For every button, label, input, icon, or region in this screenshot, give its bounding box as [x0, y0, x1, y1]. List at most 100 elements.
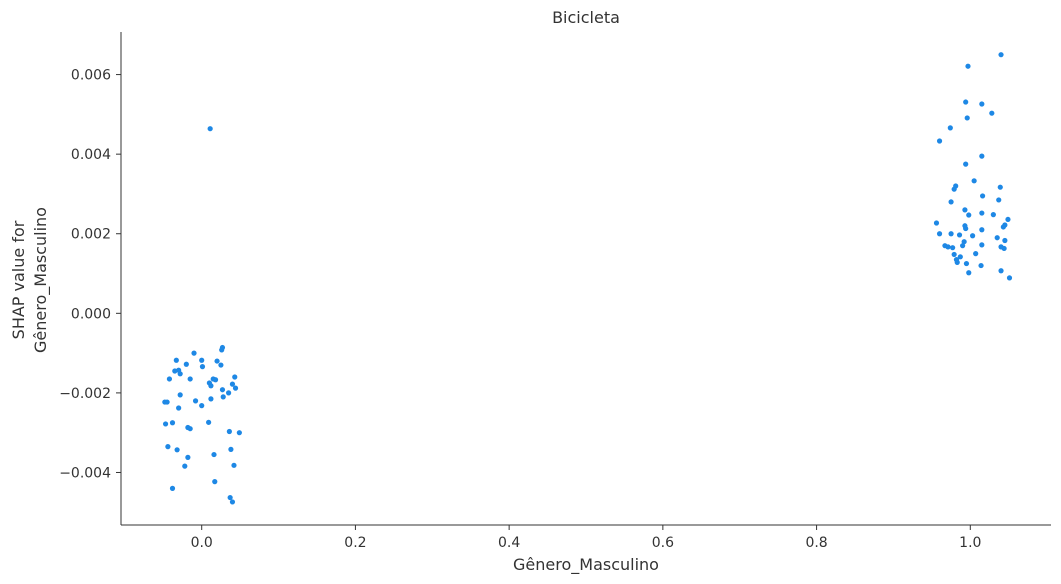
- scatter-point: [965, 115, 970, 120]
- scatter-point: [233, 386, 238, 391]
- scatter-point: [955, 260, 960, 265]
- scatter-point: [237, 430, 242, 435]
- y-tick-label: 0.004: [71, 147, 111, 163]
- scatter-point: [979, 242, 984, 247]
- y-axis-label-line-2: Gênero_Masculino: [31, 207, 51, 353]
- scatter-point: [989, 111, 994, 116]
- scatter-point: [185, 455, 190, 460]
- scatter-point: [208, 126, 213, 131]
- scatter-point: [1002, 246, 1007, 251]
- scatter-point: [952, 252, 957, 257]
- scatter-point: [957, 232, 962, 237]
- scatter-point: [991, 212, 996, 217]
- scatter-point: [175, 447, 180, 452]
- scatter-point: [178, 371, 183, 376]
- scatter-point: [193, 398, 198, 403]
- scatter-point: [167, 376, 172, 381]
- scatter-point: [972, 178, 977, 183]
- scatter-point: [966, 212, 971, 217]
- x-axis-ticks: 0.0 0.2 0.4 0.6 0.8 1.0: [191, 525, 982, 551]
- scatter-point: [213, 377, 218, 382]
- scatter-point: [228, 447, 233, 452]
- y-axis-label-line-1: SHAP value for: [9, 220, 28, 339]
- scatter-point: [1001, 224, 1006, 229]
- x-tick-label: 0.6: [652, 535, 674, 551]
- scatter-point: [165, 444, 170, 449]
- y-tick-label: 0.000: [71, 306, 111, 322]
- scatter-point: [200, 364, 205, 369]
- x-axis-label: Gênero_Masculino: [513, 555, 659, 575]
- scatter-point: [970, 233, 975, 238]
- scatter-point: [998, 268, 1003, 273]
- scatter-point: [1002, 238, 1007, 243]
- scatter-point: [979, 101, 984, 106]
- scatter-point: [227, 429, 232, 434]
- scatter-point: [170, 486, 175, 491]
- scatter-point: [182, 464, 187, 469]
- y-tick-label: −0.004: [59, 465, 111, 481]
- scatter-point: [998, 52, 1003, 57]
- scatter-point: [219, 347, 224, 352]
- scatter-point: [934, 220, 939, 225]
- scatter-point: [950, 245, 955, 250]
- scatter-point: [221, 394, 226, 399]
- scatter-point: [220, 387, 225, 392]
- scatter-point: [188, 376, 193, 381]
- scatter-point: [995, 235, 1000, 240]
- chart-title: Bicicleta: [552, 8, 620, 27]
- scatter-point: [165, 399, 170, 404]
- scatter-point: [979, 210, 984, 215]
- scatter-point: [948, 125, 953, 130]
- y-tick-label: 0.006: [71, 68, 111, 84]
- scatter-point: [1005, 217, 1010, 222]
- scatter-point: [218, 362, 223, 367]
- scatter-point: [178, 392, 183, 397]
- scatter-point: [998, 185, 1003, 190]
- y-tick-label: 0.002: [71, 227, 111, 243]
- scatter-point: [960, 243, 965, 248]
- scatter-point: [199, 403, 204, 408]
- scatter-point: [228, 495, 233, 500]
- x-tick-label: 0.0: [191, 535, 213, 551]
- scatter-point: [937, 138, 942, 143]
- scatter-point: [211, 452, 216, 457]
- scatter-point: [952, 187, 957, 192]
- scatter-point: [963, 162, 968, 167]
- scatter-point: [199, 358, 204, 363]
- scatter-point: [979, 227, 984, 232]
- y-tick-label: −0.002: [59, 386, 111, 402]
- y-axis-label: SHAP value for Gênero_Masculino: [9, 207, 51, 353]
- scatter-point: [948, 231, 953, 236]
- scatter-point: [172, 368, 177, 373]
- scatter-point: [1007, 275, 1012, 280]
- y-axis-ticks: −0.004 −0.002 0.000 0.002 0.004 0.006: [59, 68, 121, 482]
- x-tick-label: 0.2: [344, 535, 366, 551]
- scatter-point: [945, 244, 950, 249]
- scatter-point: [208, 383, 213, 388]
- scatter-point: [230, 499, 235, 504]
- scatter-point: [191, 351, 196, 356]
- scatter-point: [978, 263, 983, 268]
- scatter-point: [996, 197, 1001, 202]
- x-tick-label: 0.4: [498, 535, 520, 551]
- scatter-point: [188, 426, 193, 431]
- scatter-point: [979, 154, 984, 159]
- scatter-point: [212, 479, 217, 484]
- scatter-point: [973, 251, 978, 256]
- scatter-point: [174, 358, 179, 363]
- scatter-point: [963, 99, 968, 104]
- scatter-point: [962, 207, 967, 212]
- scatter-point: [208, 396, 213, 401]
- x-tick-label: 0.8: [805, 535, 827, 551]
- scatter-point: [966, 270, 971, 275]
- scatter-point: [214, 358, 219, 363]
- scatter-point: [206, 420, 211, 425]
- scatter-point: [980, 193, 985, 198]
- scatter-point: [231, 463, 236, 468]
- scatter-points: [162, 52, 1012, 504]
- scatter-point: [964, 261, 969, 266]
- scatter-point: [184, 362, 189, 367]
- scatter-point: [965, 64, 970, 69]
- scatter-point: [948, 199, 953, 204]
